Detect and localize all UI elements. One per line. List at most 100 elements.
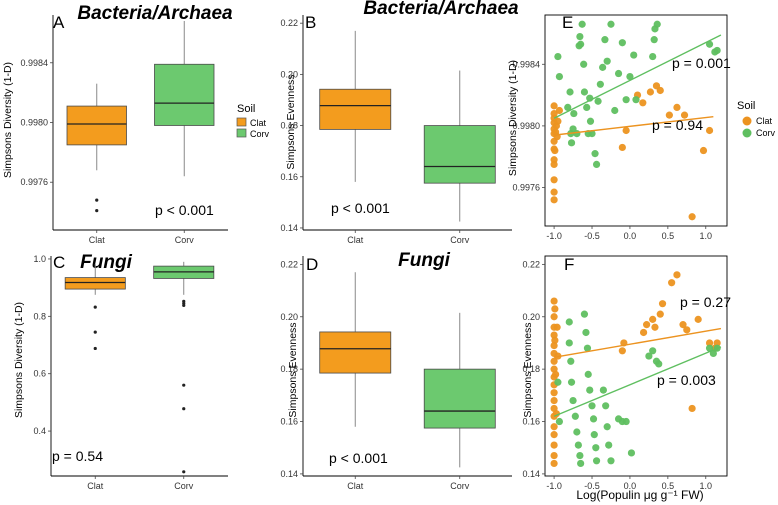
data-point — [630, 51, 638, 59]
panel-label: C — [53, 253, 65, 272]
data-point — [580, 60, 588, 68]
data-point — [603, 423, 611, 431]
data-point — [592, 457, 601, 465]
data-point — [567, 378, 576, 386]
data-point — [586, 386, 594, 394]
data-point — [643, 321, 651, 329]
data-point — [649, 315, 657, 323]
data-point — [599, 63, 607, 71]
data-point — [656, 310, 664, 318]
panel-title: Bacteria/Archaea — [363, 0, 519, 19]
legend-title: Soil — [737, 100, 755, 112]
panel-label: A — [53, 13, 65, 32]
data-point — [565, 318, 573, 326]
x-tick-label: 0.5 — [662, 481, 675, 491]
y-axis-label: Simpsons Diversity (1-D) — [13, 302, 25, 418]
data-point — [571, 412, 579, 420]
data-point — [651, 323, 659, 331]
data-point — [554, 378, 562, 386]
data-point — [590, 431, 598, 439]
y-tick-label: 0.9984 — [20, 58, 48, 68]
data-point — [550, 389, 558, 397]
data-point — [586, 117, 595, 125]
box-clat — [64, 264, 126, 351]
data-point — [655, 360, 663, 368]
data-point — [573, 428, 581, 436]
box-clat — [319, 272, 392, 427]
x-tick-label: 0.0 — [624, 231, 637, 241]
data-point — [705, 339, 714, 347]
y-tick-label: 0.9976 — [512, 182, 540, 192]
data-point — [614, 69, 623, 78]
regression-line-clat — [554, 115, 714, 136]
outlier-point — [93, 346, 97, 351]
data-point — [550, 396, 558, 405]
data-point — [574, 441, 582, 449]
p-value-clat: p = 0.94 — [652, 117, 703, 133]
x-tick-label: Clat — [347, 235, 364, 245]
legend-clat-marker — [742, 116, 752, 126]
data-point — [688, 213, 696, 221]
data-point — [578, 20, 586, 28]
legend-clat-label: Clat — [250, 118, 267, 128]
data-point — [550, 102, 558, 110]
x-tick-label: -0.5 — [584, 231, 600, 241]
y-axis-label: Simpsons Evenness — [522, 322, 534, 417]
data-point — [611, 106, 619, 115]
data-point — [550, 431, 558, 439]
box-body — [319, 88, 392, 130]
data-point — [622, 96, 630, 104]
series-clat — [550, 82, 714, 221]
x-tick-label: Corv — [450, 481, 470, 491]
legend-soil-middle: Soil Clat Corv — [236, 103, 270, 139]
data-point — [694, 315, 702, 323]
box-body — [154, 63, 215, 126]
data-point — [627, 449, 636, 457]
data-point — [550, 313, 558, 321]
x-axis-label: Log(Populin μg g⁻¹ FW) — [576, 488, 703, 502]
data-point — [553, 323, 561, 331]
data-point — [580, 310, 589, 318]
p-value-label: p = 0.54 — [52, 448, 103, 464]
data-point — [622, 126, 630, 135]
data-point — [550, 423, 558, 431]
y-tick-label: 0.14 — [280, 223, 298, 233]
legend-soil-top: Soil Clat Corv — [737, 100, 776, 138]
panel-title: Fungi — [80, 252, 132, 273]
y-axis-label: Simpsons Diversity (1-D) — [2, 62, 14, 178]
panel-title: Fungi — [398, 250, 450, 271]
regression-line-clat — [553, 327, 722, 359]
panel-label: D — [306, 255, 318, 274]
data-point — [646, 88, 655, 96]
data-point — [601, 36, 609, 44]
legend-corv-marker — [742, 128, 752, 138]
y-tick-label: 0.18 — [522, 364, 540, 374]
y-axis-label: Simpsons Evenness — [285, 74, 297, 169]
data-point — [589, 415, 598, 423]
data-point — [603, 57, 611, 65]
legend-clat-label: Clat — [756, 116, 773, 126]
data-point — [577, 40, 585, 48]
y-tick-label: 0.14 — [522, 469, 540, 479]
data-point — [582, 328, 590, 337]
data-point — [580, 88, 589, 96]
panel-title: Bacteria/Archaea — [77, 3, 233, 24]
data-point — [565, 339, 573, 347]
data-point — [683, 326, 691, 334]
data-point — [705, 344, 714, 352]
x-tick-label: 0.0 — [624, 481, 637, 491]
box-corv — [153, 261, 215, 474]
data-point — [550, 156, 558, 164]
data-point — [583, 103, 591, 112]
data-point — [713, 339, 721, 347]
data-point — [632, 96, 640, 104]
data-point — [550, 196, 558, 204]
x-tick-label: -0.5 — [584, 481, 600, 491]
data-point — [639, 99, 647, 107]
data-point — [607, 20, 615, 28]
data-point — [679, 321, 687, 329]
data-point — [653, 20, 661, 28]
data-point — [550, 176, 558, 184]
y-tick-label: 0.4 — [33, 426, 46, 436]
